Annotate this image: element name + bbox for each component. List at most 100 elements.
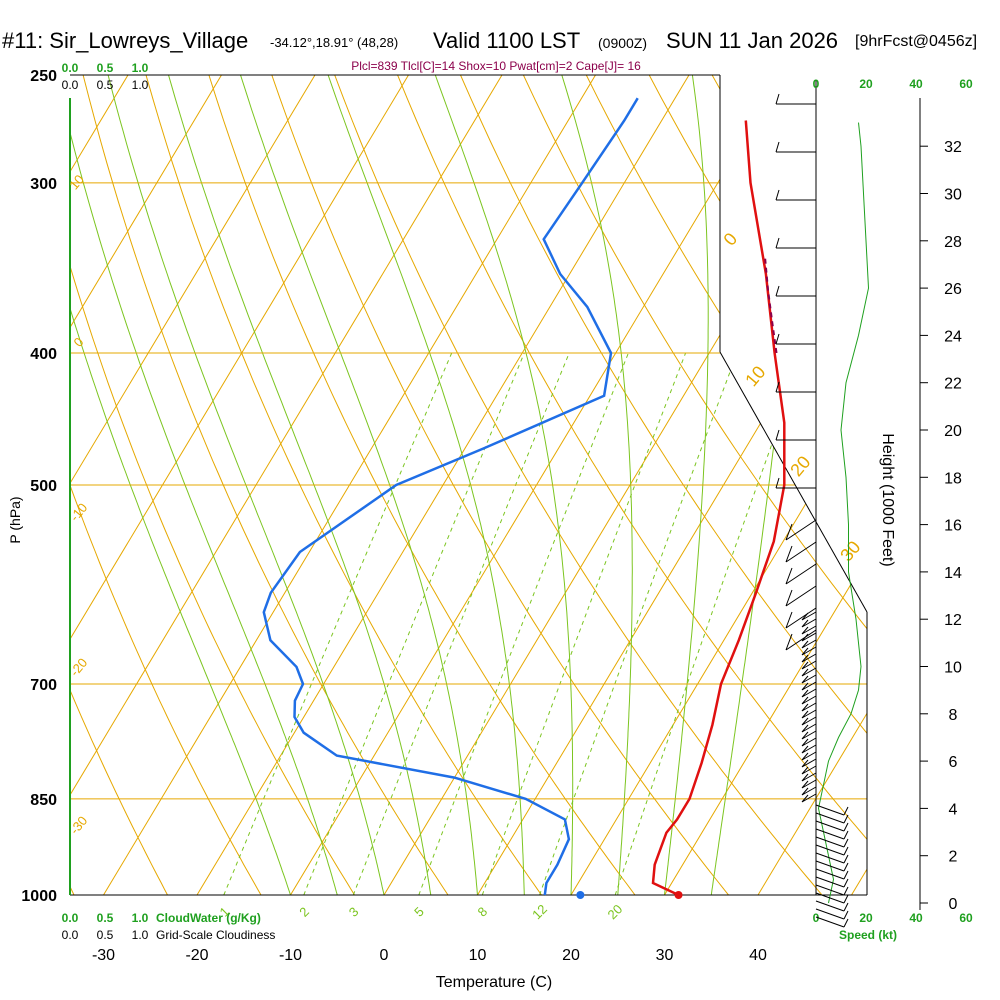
parcel-trace (764, 256, 778, 354)
mixing-ratio-label: 5 (411, 904, 427, 920)
dry-adiabat-line (201, 75, 658, 895)
height-tick-label: 16 (944, 518, 962, 535)
isotherm-line (757, 75, 867, 895)
isotherm-label: 0 (720, 229, 742, 250)
cloudiness-label: Grid-Scale Cloudiness (156, 928, 275, 942)
wind-barb (815, 884, 849, 896)
wind-barb (815, 820, 849, 832)
wind-barb (815, 836, 849, 848)
mixing-ratio-line (303, 352, 525, 895)
wind-barb (815, 804, 849, 816)
x-tick-label: 40 (749, 947, 767, 964)
dry-adiabat-line (885, 51, 1000, 924)
height-tick-label: 30 (944, 187, 962, 204)
plot-diagonal-border (719, 351, 868, 613)
x-tick-label: -10 (279, 947, 302, 964)
wind-barb (801, 618, 817, 628)
height-tick-label: 2 (949, 849, 958, 866)
wind-barb (815, 852, 849, 864)
mixing-ratio-line (481, 352, 687, 895)
cloud-water-scale-bottom: 0.5 (97, 911, 114, 925)
cloudiness-scale-bottom: 0.0 (62, 928, 79, 942)
wind-barb (801, 716, 817, 726)
wind-barb (815, 876, 849, 888)
dry-adiabat-line (138, 75, 563, 895)
surface-temperature-marker (674, 891, 683, 899)
mixing-ratio-line (418, 352, 629, 895)
wind-barb (801, 695, 817, 705)
cloud-water-scale-bottom: 1.0 (132, 911, 149, 925)
height-tick-label: 32 (944, 139, 962, 156)
pressure-tick-label: 400 (30, 346, 57, 363)
x-tick-label: 0 (380, 947, 389, 964)
wind-barb (801, 681, 817, 691)
wind-barb (815, 860, 849, 872)
mixing-ratio-label: 12 (529, 901, 550, 922)
moist-adiabat-line (327, 75, 525, 895)
mixing-ratio-line (223, 352, 453, 895)
height-tick-label: 14 (944, 565, 962, 582)
wind-barb (801, 702, 817, 712)
wind-barb (775, 237, 816, 249)
speed-scale-bottom: 0 (813, 911, 820, 925)
mixing-ratio-line (352, 352, 570, 895)
height-tick-label: 24 (944, 328, 962, 345)
wind-barb (801, 730, 817, 740)
wind-barb (801, 709, 817, 719)
mixing-ratio-label: 3 (346, 904, 362, 920)
speed-scale-top: 20 (859, 77, 873, 91)
wind-barb (801, 786, 817, 796)
moist-adiabat-line (107, 75, 385, 895)
wind-barb (775, 429, 816, 441)
dry-adiabat-line (325, 75, 848, 895)
wind-barb (815, 892, 849, 904)
x-tick-label: -20 (185, 947, 208, 964)
wind-barb (801, 772, 817, 782)
mixing-ratio-label: 8 (474, 904, 490, 920)
wind-barb (801, 674, 817, 684)
moist-adiabat-line (664, 75, 709, 895)
forecast-date: SUN 11 Jan 2026 (666, 28, 839, 53)
pressure-tick-label: 300 (30, 176, 57, 193)
pressure-tick-label: 250 (30, 68, 57, 85)
cloudiness-scale-top: 0.5 (97, 78, 114, 92)
isotherm-line (851, 75, 867, 895)
wind-barb (775, 141, 816, 153)
speed-scale-top: 40 (909, 77, 923, 91)
wind-barb (801, 793, 817, 803)
wind-barb (801, 646, 817, 656)
wind-barb (815, 900, 849, 912)
moist-adiabat-line (168, 75, 432, 895)
moist-adiabat-line (70, 75, 291, 895)
wind-barb (775, 381, 816, 393)
height-tick-label: 18 (944, 470, 962, 487)
station-title: #11: Sir_Lowreys_Village (2, 28, 249, 53)
dry-adiabat-line (76, 75, 468, 895)
wind-barb (815, 844, 849, 856)
dewpoint-profile (262, 97, 639, 896)
moist-adiabat-line (434, 75, 574, 895)
cloudiness-scale-top: 0.0 (62, 78, 79, 92)
wind-barb (801, 737, 817, 747)
wind-barb (801, 660, 817, 670)
height-tick-label: 12 (944, 612, 962, 629)
x-tick-label: 20 (562, 947, 580, 964)
wind-barb (785, 607, 817, 629)
moist-adiabat-line (70, 75, 338, 895)
dry-adiabat-line (263, 75, 753, 895)
dry-adiabat-line (70, 75, 279, 895)
wind-barb (785, 629, 817, 651)
pressure-tick-label: 500 (30, 478, 57, 495)
dry-adiabat-line (449, 75, 867, 895)
dry-adiabat-line (822, 75, 867, 895)
speed-scale-top: 0 (813, 77, 820, 91)
moist-adiabat-line (561, 75, 633, 895)
dry-adiabat-line (948, 51, 1000, 924)
wind-barb (785, 585, 817, 607)
pressure-tick-label: 850 (30, 792, 57, 809)
speed-scale-bottom: 40 (909, 911, 923, 925)
cloudiness-scale-bottom: 1.0 (132, 928, 149, 942)
x-tick-label: -30 (92, 947, 115, 964)
cloud-water-scale-top: 0.5 (97, 61, 114, 75)
wind-barb (785, 541, 817, 563)
